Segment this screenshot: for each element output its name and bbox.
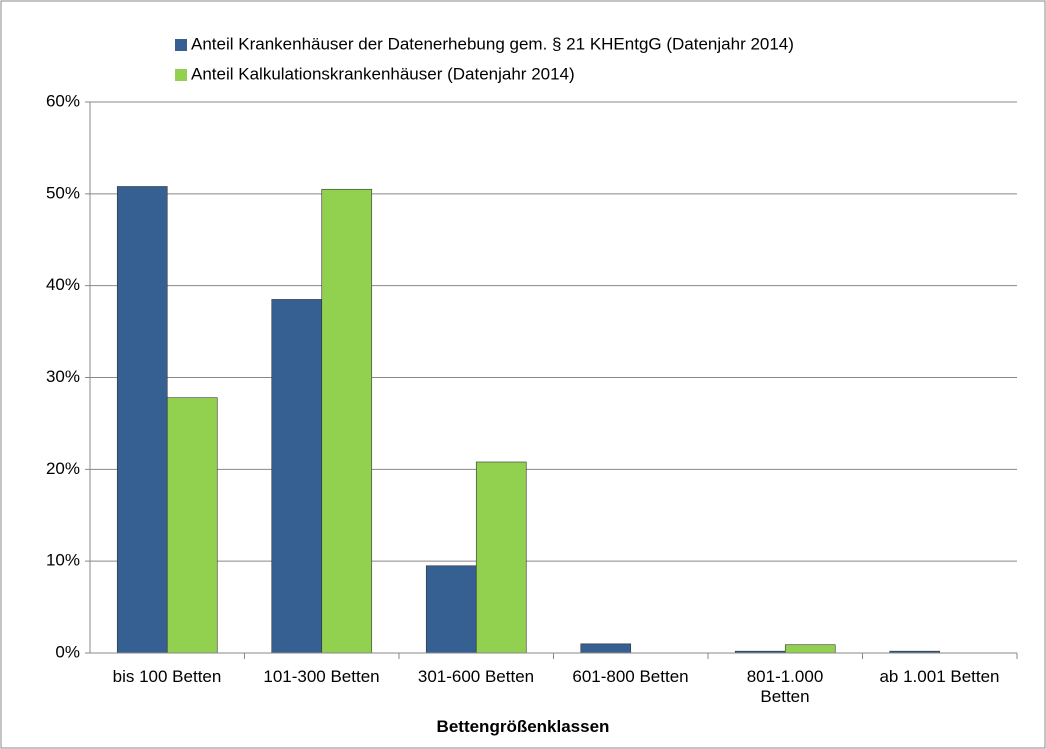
bar (580, 643, 632, 654)
bar (271, 299, 323, 654)
legend-label: Anteil Krankenhäuser der Datenerhebung g… (191, 34, 794, 53)
x-tick-label: ab 1.001 Betten (879, 667, 1000, 686)
y-tick-label: 10% (46, 551, 80, 570)
x-tick-label: bis 100 Betten (112, 667, 222, 686)
x-tick-label: 301-600 Betten (417, 667, 535, 686)
y-tick-label: 60% (46, 91, 80, 110)
bar (321, 188, 373, 654)
x-tick-label: 101-300 Betten (263, 667, 380, 686)
bar (166, 397, 218, 654)
x-tick-label: 601-800 Betten (572, 667, 689, 686)
legend-label: Anteil Kalkulationskrankenhäuser (Datenj… (191, 64, 575, 83)
x-tick-label: 801-1.000 Betten (746, 667, 824, 706)
y-tick-label: 30% (46, 367, 80, 386)
legend-swatch (175, 39, 187, 51)
y-tick-label: 40% (46, 275, 80, 294)
bar (475, 461, 527, 654)
legend-swatch (175, 69, 187, 81)
bar (425, 565, 477, 654)
y-tick-label: 50% (46, 183, 80, 202)
bar (116, 186, 168, 654)
y-tick-label: 0% (55, 642, 80, 661)
y-tick-label: 20% (46, 459, 80, 478)
x-axis-title: Bettengrößenklassen (436, 717, 610, 736)
bar (784, 644, 836, 654)
